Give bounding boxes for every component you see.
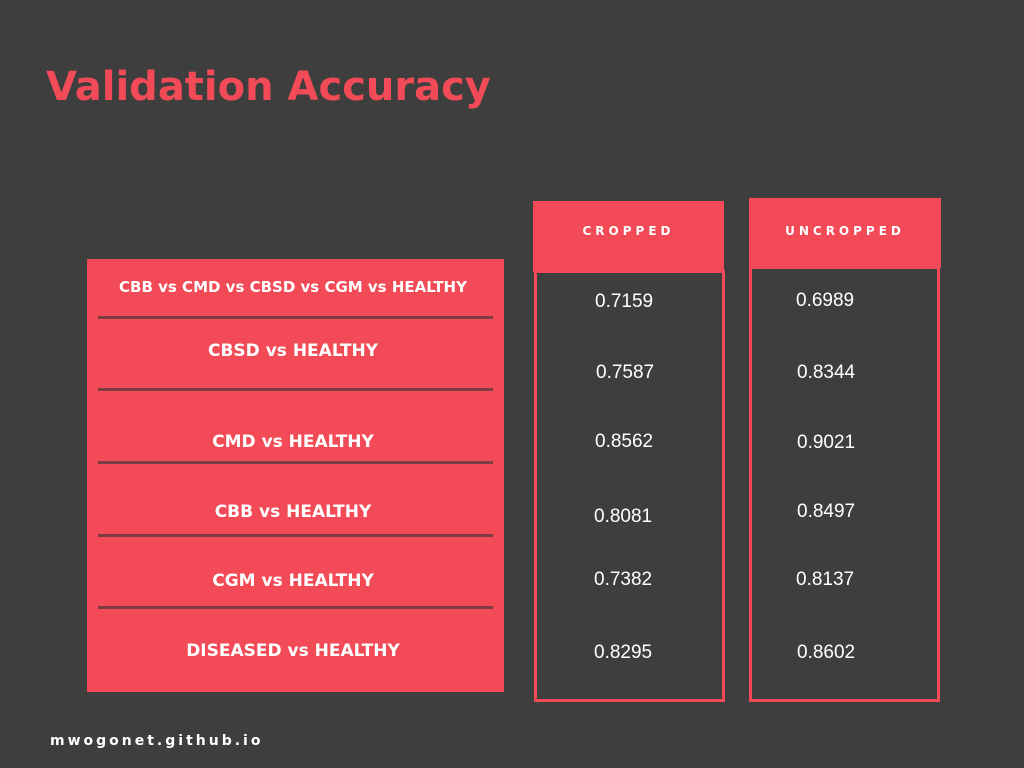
row-divider <box>98 534 493 537</box>
row-label-diseased: DISEASED vs HEALTHY <box>186 641 400 661</box>
column-header-cropped: CROPPED <box>533 201 724 272</box>
row-divider <box>98 316 493 319</box>
row-label-cbb: CBB vs HEALTHY <box>214 502 372 522</box>
value-uncropped: 0.8497 <box>797 501 856 522</box>
page-title: Validation Accuracy <box>46 64 491 110</box>
value-cropped: 0.7159 <box>595 291 654 312</box>
row-label-cgm: CGM vs HEALTHY <box>212 571 374 591</box>
column-box-cropped <box>534 270 725 702</box>
value-uncropped: 0.8602 <box>797 642 856 663</box>
row-divider <box>98 388 493 391</box>
row-divider <box>98 606 493 609</box>
site-footer-url: mwogonet.github.io <box>50 733 264 749</box>
value-uncropped: 0.6989 <box>796 290 855 311</box>
value-cropped: 0.8295 <box>594 642 653 663</box>
value-uncropped: 0.8137 <box>796 569 855 590</box>
column-header-uncropped: UNCROPPED <box>749 198 941 268</box>
value-uncropped: 0.9021 <box>797 432 856 453</box>
value-cropped: 0.8081 <box>594 506 653 527</box>
row-label-all-classes: CBB vs CMD vs CBSD vs CGM vs HEALTHY <box>119 278 467 296</box>
row-label-cmd: CMD vs HEALTHY <box>212 432 374 452</box>
value-cropped: 0.8562 <box>595 431 654 452</box>
column-box-uncropped <box>749 266 940 702</box>
value-cropped: 0.7382 <box>594 569 653 590</box>
value-uncropped: 0.8344 <box>797 362 856 383</box>
comparison-labels-panel: CBB vs CMD vs CBSD vs CGM vs HEALTHY CBS… <box>87 259 504 692</box>
value-cropped: 0.7587 <box>596 362 655 383</box>
row-divider <box>98 461 493 464</box>
row-label-cbsd: CBSD vs HEALTHY <box>208 341 378 361</box>
